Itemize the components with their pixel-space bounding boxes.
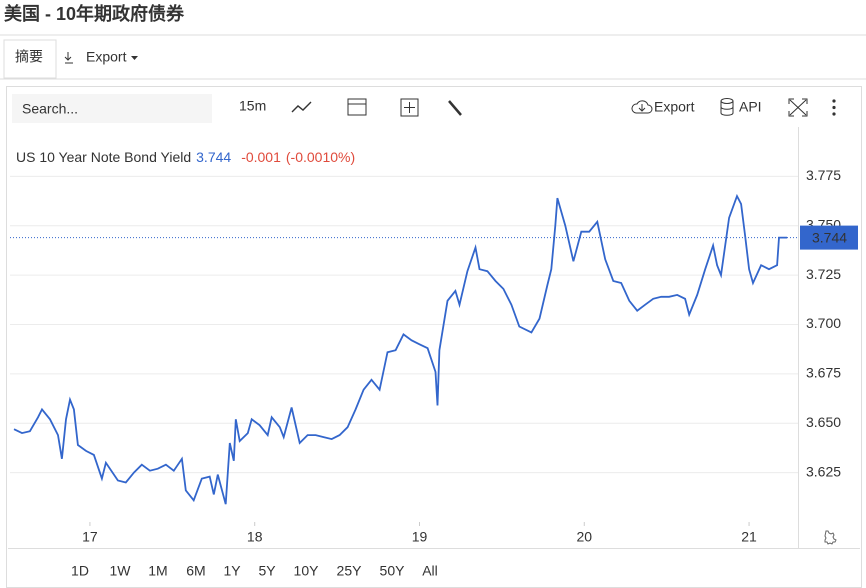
x-tick-label: 19 [412,529,428,545]
legend-value: 3.744 [196,149,231,165]
wrench-icon[interactable] [448,100,462,116]
tab-label[interactable]: 摘要 [15,49,43,65]
x-tick-label: 17 [82,529,98,545]
download-icon [64,52,73,64]
legend-change-percent: (-0.0010%) [286,149,355,165]
fullscreen-icon[interactable] [788,98,808,117]
series-line [13,193,787,505]
settings-icon[interactable] [824,530,837,545]
tab-summary[interactable] [3,39,57,79]
x-tick-label: 18 [247,529,263,545]
search-placeholder[interactable]: Search... [22,101,78,117]
search-box[interactable] [12,94,212,123]
y-tick-label: 3.775 [806,167,841,183]
menu-dot[interactable] [832,99,836,103]
last-value-box [800,225,858,250]
range-button[interactable]: All [422,563,438,579]
chart-type-icon[interactable] [291,101,312,113]
legend-name: US 10 Year Note Bond Yield [16,149,191,165]
range-button[interactable]: 6M [186,563,205,579]
legend: US 10 Year Note Bond Yield 3.744 -0.001 (-0… [16,149,355,165]
y-tick-label: 3.725 [806,266,841,282]
menu-dot [832,105,836,110]
add-plus [404,102,415,113]
db-icon-body [720,101,734,116]
y-tick-label: 3.650 [806,414,841,430]
cloud-icon [631,100,653,114]
range-button[interactable]: 50Y [380,563,406,579]
tab-export[interactable]: Export [86,49,127,65]
toolbar-export[interactable]: Export [654,99,695,115]
caret [131,56,138,60]
toolbar-api[interactable]: API [739,99,762,115]
range-button[interactable]: 1W [110,563,132,579]
y-tick-label: 3.700 [806,315,841,331]
menu-dot [832,112,836,116]
y-tick-label: 3.675 [806,365,841,381]
x-tick-label: 20 [576,529,592,545]
x-tick-label: 21 [741,529,757,545]
page-title: 美国 - 10年期政府债券 [4,3,185,24]
range-button[interactable]: 5Y [258,563,276,579]
interval[interactable]: 15m [239,98,266,114]
range-button[interactable]: 1D [71,563,89,579]
range-button[interactable]: 25Y [337,563,363,579]
widget [6,86,862,588]
range-button[interactable]: 1Y [223,563,241,579]
range-button[interactable]: 1M [148,563,167,579]
range-button[interactable]: 10Y [294,563,320,579]
calendar-icon[interactable] [347,98,367,116]
y-tick-label: 3.625 [806,463,841,479]
last-value-label: 3.744 [812,229,847,245]
add-icon[interactable] [400,98,419,117]
legend-change: -0.001 [241,149,281,165]
